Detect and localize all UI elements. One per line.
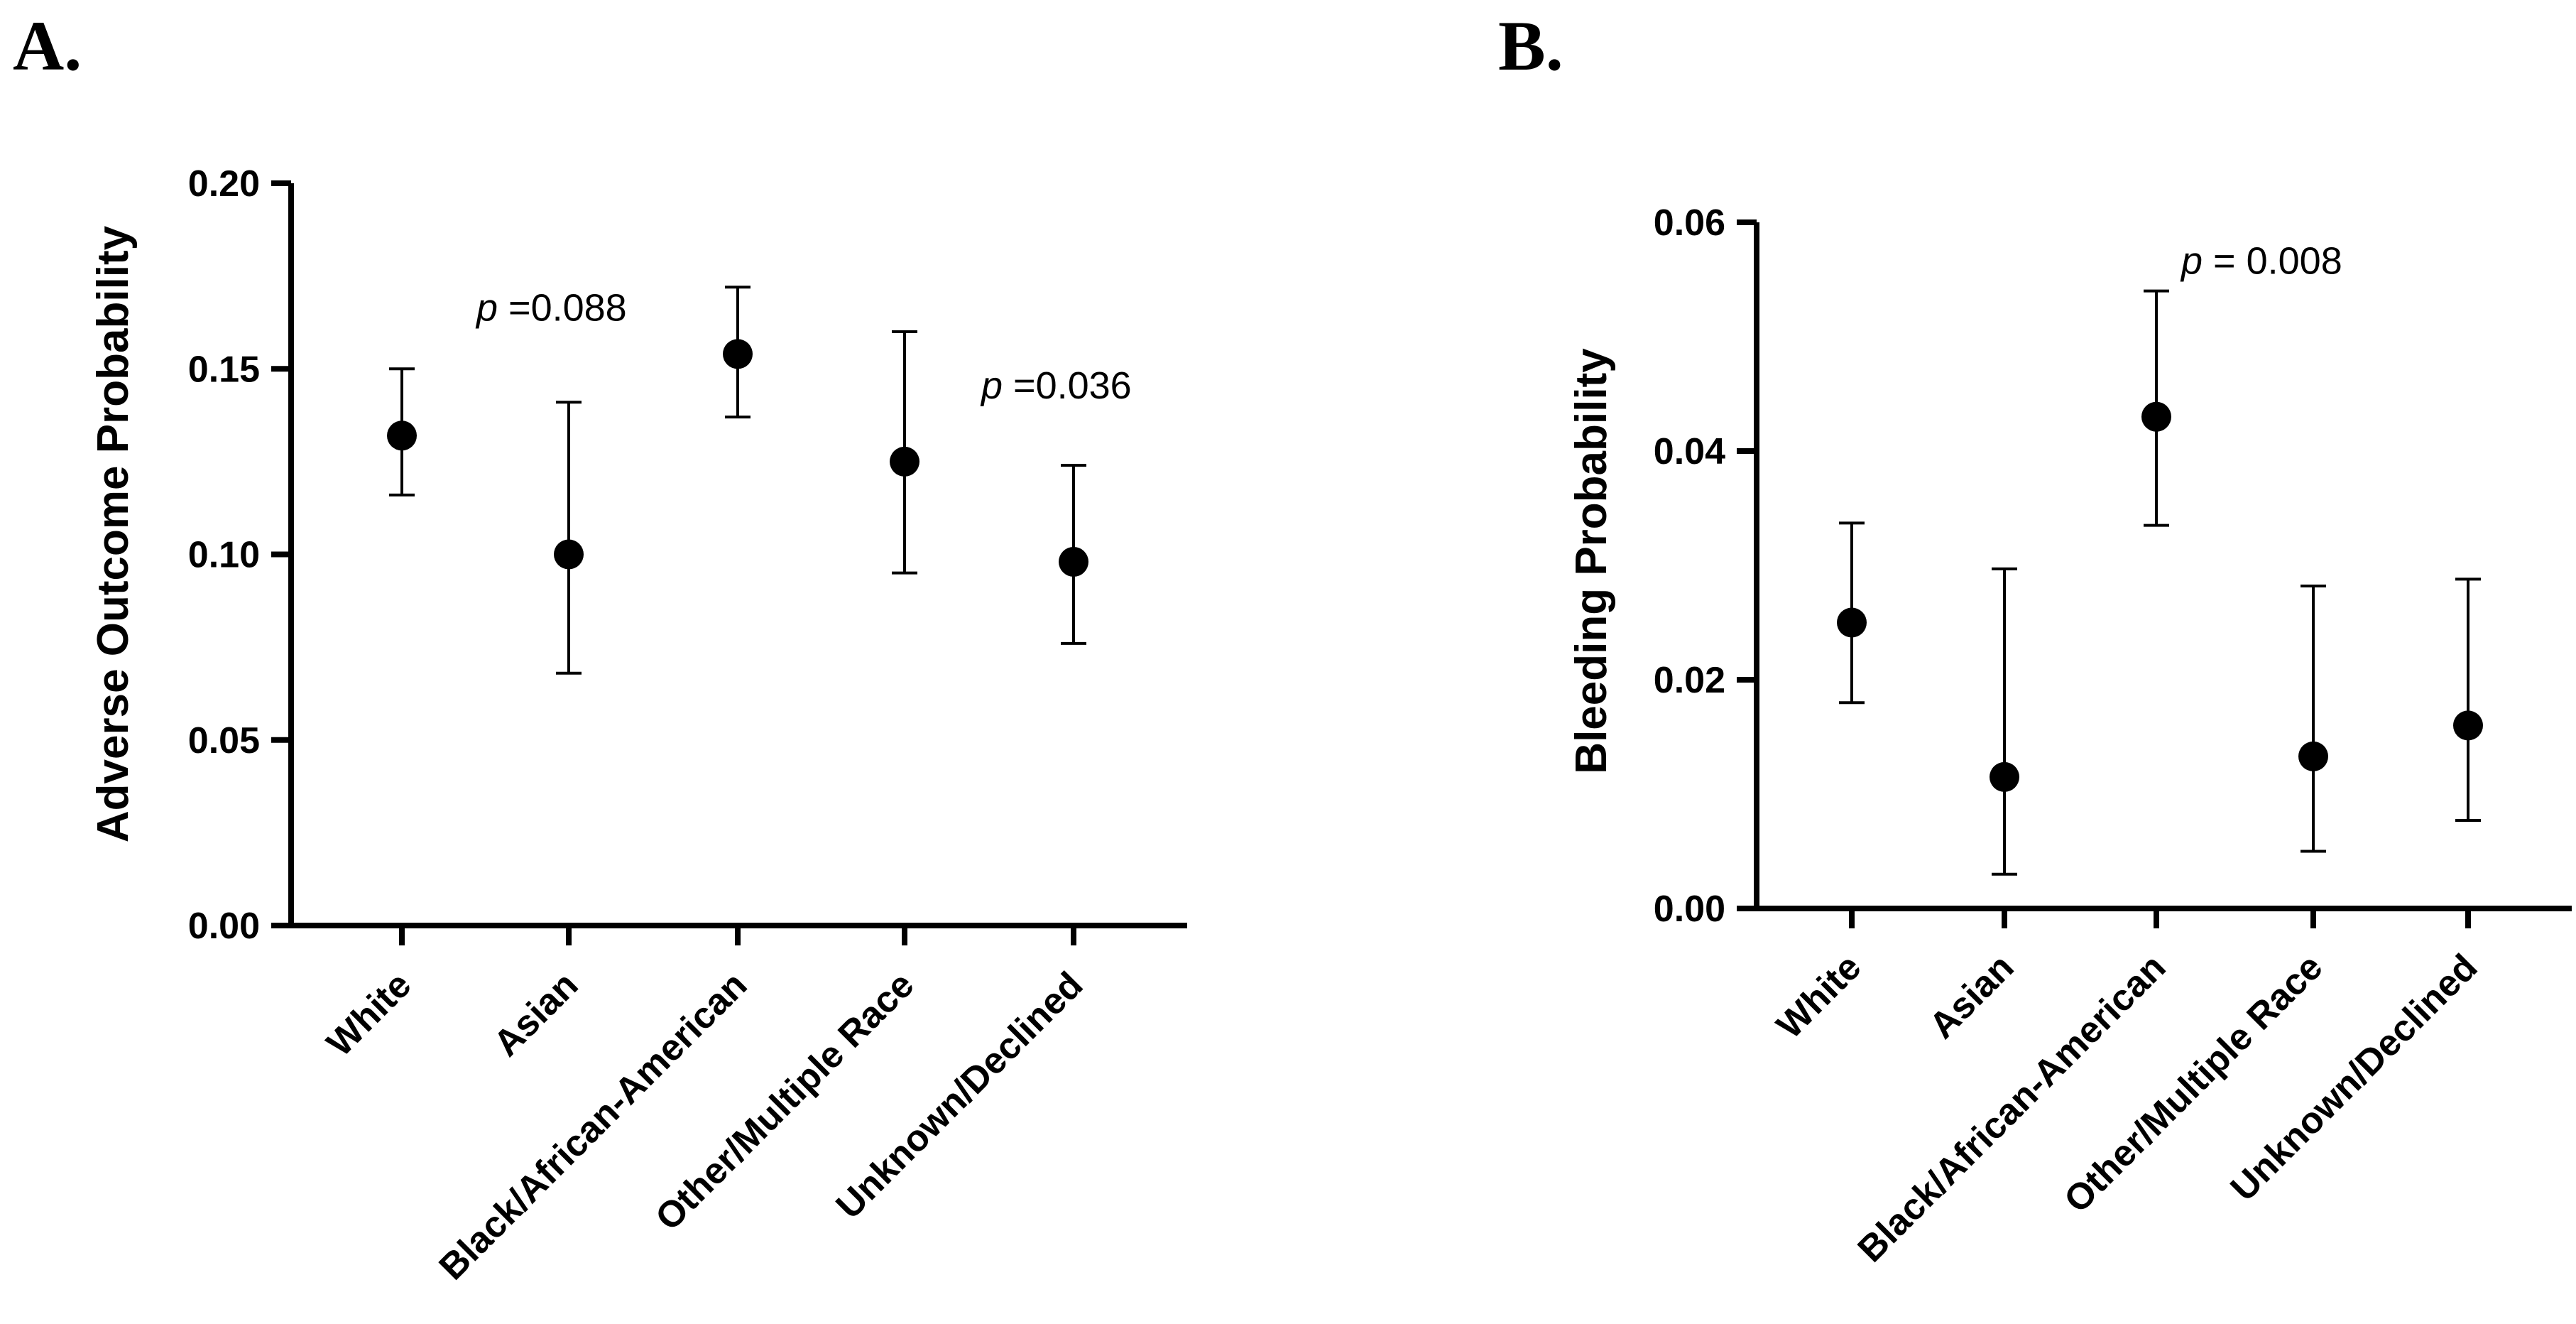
panel-b-data-point [2141, 401, 2171, 432]
panel-b-category-label: White [1769, 946, 1869, 1046]
panel-b-error-bar [1992, 567, 2017, 876]
panel-b-data-point [2298, 741, 2328, 771]
panel-b-points [1837, 401, 2483, 792]
panel-a-points [387, 339, 1088, 577]
panel-b-category-label: Asian [1921, 946, 2021, 1046]
panel-a-p-value-annotation: p =0.036 [980, 364, 1132, 407]
panel-a-error-bar [556, 401, 582, 675]
panel-b-y-ticks: 0.00 0.02 0.04 0.06 [1654, 202, 1757, 930]
panel-a-y-tick-label: 0.20 [188, 163, 260, 205]
panel-a-annotations: p =0.088 p =0.036 [475, 286, 1132, 407]
panel-a-category-labels: White AsianBlack/African-AmericanOther/Mu… [319, 926, 1091, 1288]
panel-b-category-label: Black/African-American [1850, 946, 2174, 1270]
panel-a-category-label: Black/African-American [432, 964, 755, 1288]
panel-a-y-tick-label: 0.10 [188, 535, 260, 576]
panel-b-y-axis-title: Bleeding Probability [1567, 348, 1616, 774]
panel-a-y-tick-label: 0.00 [188, 906, 260, 947]
panel-b-data-point [1837, 607, 1867, 638]
panel-b-category-labels: White AsianBlack/African-AmericanOther/Mu… [1769, 908, 2485, 1270]
panel-a-y-axis-title: Adverse Outcome Probability [89, 225, 138, 842]
panel-a-data-point [890, 446, 919, 477]
panel-a-data-point [387, 420, 417, 451]
panel-a-p-value-annotation: p =0.088 [475, 286, 627, 329]
panel-b-y-tick-label: 0.04 [1654, 431, 1725, 472]
panel-a-data-point [554, 539, 584, 570]
panel-b: B. Bleeding Probability 0.00 0.02 0.04 0.06… [1498, 6, 2572, 1270]
panel-a-data-point [1059, 546, 1088, 577]
panel-b-error-bars [1839, 289, 2481, 876]
panel-b-error-bar [2301, 584, 2326, 853]
panel-a-y-tick-label: 0.05 [188, 720, 260, 761]
panel-a-category-label: Asian [486, 964, 586, 1064]
panel-b-label: B. [1498, 6, 1563, 85]
panel-b-data-point [2453, 710, 2483, 741]
panel-b-category-label: Other/Multiple Race [2056, 946, 2330, 1220]
panel-b-p-value-annotation: p = 0.008 [2180, 239, 2342, 282]
panel-a-y-tick-label: 0.15 [188, 349, 260, 390]
panel-b-y-tick-label: 0.06 [1654, 202, 1725, 244]
panel-a-data-point [723, 339, 753, 369]
panel-a-category-label: White [319, 964, 419, 1064]
panel-b-error-bar [2455, 577, 2481, 823]
panel-b-y-tick-label: 0.02 [1654, 660, 1725, 701]
panel-a-label: A. [13, 6, 82, 85]
panel-b-data-point [1990, 761, 2019, 792]
panel-a: A. Adverse Outcome Probability 0.000.050… [13, 6, 1187, 1288]
panel-b-axes [1754, 222, 2572, 911]
panel-b-annotations: p = 0.008 [2180, 239, 2342, 282]
panel-b-y-tick-label: 0.00 [1654, 889, 1725, 930]
panel-a-y-ticks: 0.00 0.05 0.10 0.15 0.20 [188, 163, 291, 947]
